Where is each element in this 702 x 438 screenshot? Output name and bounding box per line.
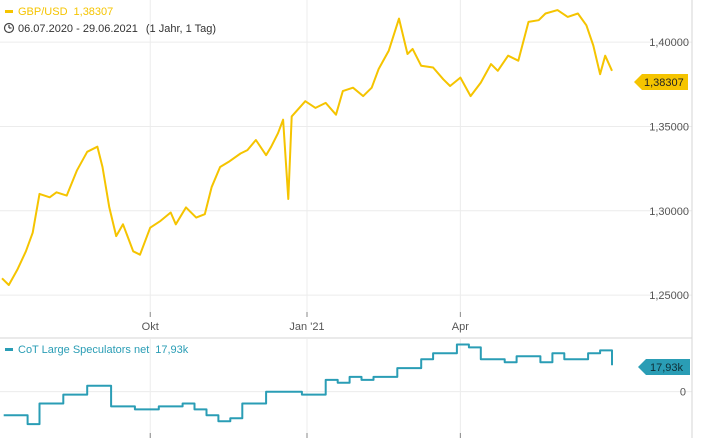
price-last-value-tag: 1,38307	[634, 74, 688, 90]
date-range-label: 06.07.2020 - 29.06.2021	[18, 23, 138, 35]
price-legend-symbol: GBP/USD	[18, 6, 68, 18]
price-y-tick-label: 1,25000	[649, 290, 689, 302]
period-selector[interactable]: 06.07.2020 - 29.06.2021 (1 Jahr, 1 Tag)	[3, 22, 217, 35]
x-tick-label: Apr	[452, 321, 469, 333]
indicator-y-tick-label: 0	[680, 387, 686, 399]
price-legend-value: 1,38307	[74, 6, 114, 18]
price-legend-label: GBP/USD 1,38307	[18, 6, 113, 18]
indicator-series-line	[3, 343, 613, 426]
x-tick-label: Okt	[142, 321, 159, 333]
x-axis: Okt Jan '21 Apr	[142, 312, 469, 438]
x-tick-label: Jan '21	[289, 321, 324, 333]
indicator-last-value-tag-label: 17,93k	[650, 362, 684, 374]
indicator-last-value-tag: 17,93k	[638, 359, 690, 375]
price-legend[interactable]: GBP/USD 1,38307	[5, 6, 113, 18]
price-y-axis: 1,25000 1,30000 1,35000 1,40000	[649, 37, 689, 302]
price-y-tick-label: 1,30000	[649, 206, 689, 218]
price-grid	[0, 0, 692, 312]
price-y-tick-label: 1,35000	[649, 121, 689, 133]
indicator-legend-value: 17,93k	[155, 344, 189, 356]
indicator-y-axis: 0	[680, 387, 686, 399]
price-series-line	[1, 9, 613, 286]
indicator-legend-swatch	[5, 348, 13, 351]
clock-icon	[3, 22, 15, 34]
indicator-legend-name: CoT Large Speculators net	[18, 344, 149, 356]
period-label: 06.07.2020 - 29.06.2021 (1 Jahr, 1 Tag)	[18, 23, 216, 35]
indicator-grid	[0, 339, 692, 438]
price-last-value-tag-label: 1,38307	[644, 77, 684, 89]
indicator-legend[interactable]: CoT Large Speculators net 17,93k	[5, 344, 189, 356]
indicator-legend-label: CoT Large Speculators net 17,93k	[18, 344, 189, 356]
price-y-tick-label: 1,40000	[649, 37, 689, 49]
period-resolution-label: (1 Jahr, 1 Tag)	[146, 23, 216, 35]
price-legend-swatch	[5, 10, 13, 13]
